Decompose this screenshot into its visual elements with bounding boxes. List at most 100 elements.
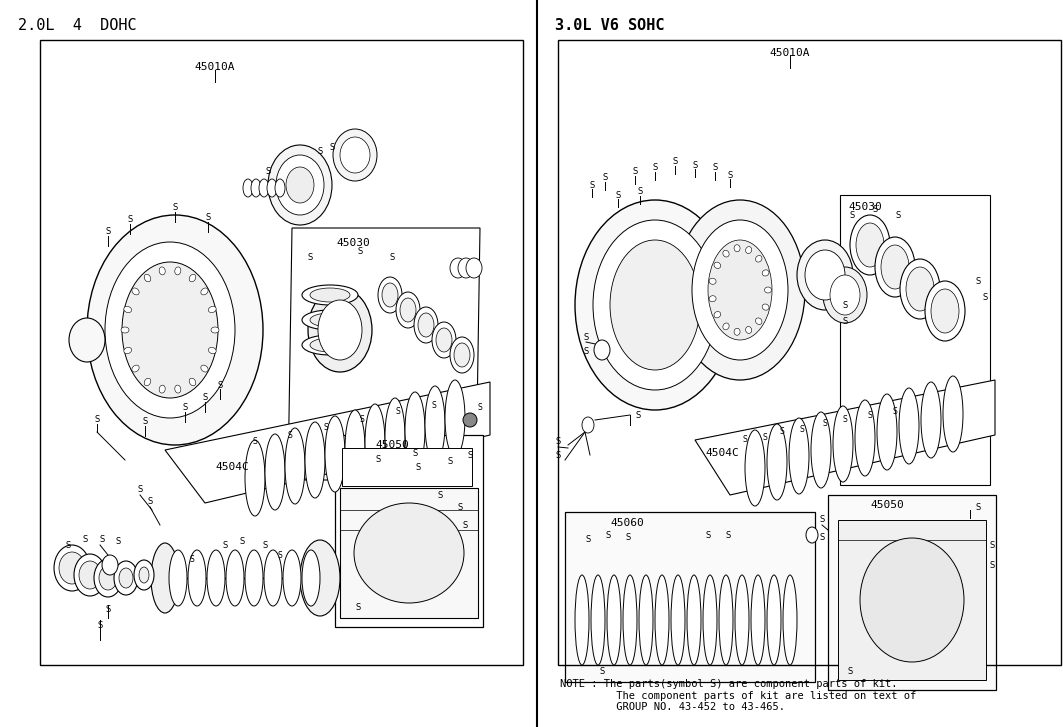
Text: S: S [762,433,767,441]
Ellipse shape [623,575,637,665]
Text: S: S [202,393,207,403]
Ellipse shape [458,258,474,278]
Text: S: S [318,148,323,156]
Ellipse shape [114,561,138,595]
Ellipse shape [325,416,345,492]
Ellipse shape [139,567,149,583]
Text: S: S [849,211,855,220]
Text: S: S [584,334,589,342]
Ellipse shape [208,306,216,313]
Text: 2.0L  4  DOHC: 2.0L 4 DOHC [18,18,137,33]
Ellipse shape [159,267,165,275]
Text: S: S [586,536,591,545]
Text: S: S [847,667,853,677]
Text: S: S [437,491,442,499]
Ellipse shape [745,430,765,506]
Text: S: S [359,416,365,425]
Ellipse shape [714,262,721,268]
Text: S: S [99,536,104,545]
Ellipse shape [671,575,685,665]
Text: S: S [625,534,630,542]
Ellipse shape [159,385,165,393]
Ellipse shape [400,298,416,322]
Bar [342,448,472,486]
Ellipse shape [723,250,729,257]
Text: S: S [867,411,873,420]
Ellipse shape [102,555,118,575]
Text: S: S [584,348,589,356]
Ellipse shape [762,270,769,276]
Ellipse shape [189,274,196,282]
Text: S: S [98,621,103,630]
Ellipse shape [268,145,332,225]
Ellipse shape [709,296,716,302]
Text: S: S [357,247,362,257]
Text: S: S [95,416,100,425]
Bar [558,40,1061,665]
Ellipse shape [123,306,132,313]
Text: S: S [263,540,268,550]
Text: S: S [603,174,608,182]
Ellipse shape [719,575,733,665]
Ellipse shape [382,283,398,307]
Ellipse shape [703,575,718,665]
Text: NOTE : The parts(symbol S) are component parts of kit.
         The component pa: NOTE : The parts(symbol S) are component… [560,679,916,712]
Ellipse shape [692,220,788,360]
Text: S: S [205,214,210,222]
Bar [40,40,523,665]
Text: S: S [843,416,847,425]
Ellipse shape [767,575,781,665]
Text: S: S [416,464,421,473]
Ellipse shape [639,575,653,665]
Ellipse shape [925,281,965,341]
Ellipse shape [94,559,122,597]
Text: S: S [605,531,610,539]
Ellipse shape [244,440,265,516]
Text: 45060: 45060 [610,518,644,528]
Ellipse shape [687,575,701,665]
Ellipse shape [723,323,729,330]
Ellipse shape [931,289,959,333]
Ellipse shape [436,328,452,352]
Ellipse shape [789,418,809,494]
Ellipse shape [856,223,884,267]
Ellipse shape [745,246,752,254]
Bar [340,488,478,618]
Ellipse shape [210,327,219,333]
Ellipse shape [575,575,589,665]
Ellipse shape [151,543,179,613]
Ellipse shape [396,292,420,328]
Ellipse shape [906,267,934,311]
Ellipse shape [365,404,385,480]
Ellipse shape [575,200,735,410]
Ellipse shape [594,340,610,360]
Ellipse shape [122,262,218,398]
Ellipse shape [302,310,358,330]
Ellipse shape [823,267,867,323]
Text: S: S [128,215,133,225]
Ellipse shape [811,412,831,488]
Ellipse shape [226,550,244,606]
Ellipse shape [735,245,740,252]
Ellipse shape [875,237,915,297]
Text: S: S [330,143,335,153]
Text: S: S [395,408,401,417]
Text: S: S [172,204,178,212]
Ellipse shape [454,343,470,367]
Ellipse shape [318,300,362,360]
Ellipse shape [432,322,456,358]
Ellipse shape [302,335,358,355]
Ellipse shape [264,550,282,606]
Text: S: S [105,228,111,236]
Text: S: S [307,254,313,262]
Text: S: S [375,456,381,465]
Text: S: S [82,536,87,545]
Ellipse shape [610,240,701,370]
Ellipse shape [714,311,721,318]
Text: S: S [355,603,360,613]
Text: S: S [105,606,111,614]
Ellipse shape [900,259,940,319]
Text: S: S [266,167,271,177]
Ellipse shape [123,348,132,353]
Text: 45010A: 45010A [770,48,810,58]
